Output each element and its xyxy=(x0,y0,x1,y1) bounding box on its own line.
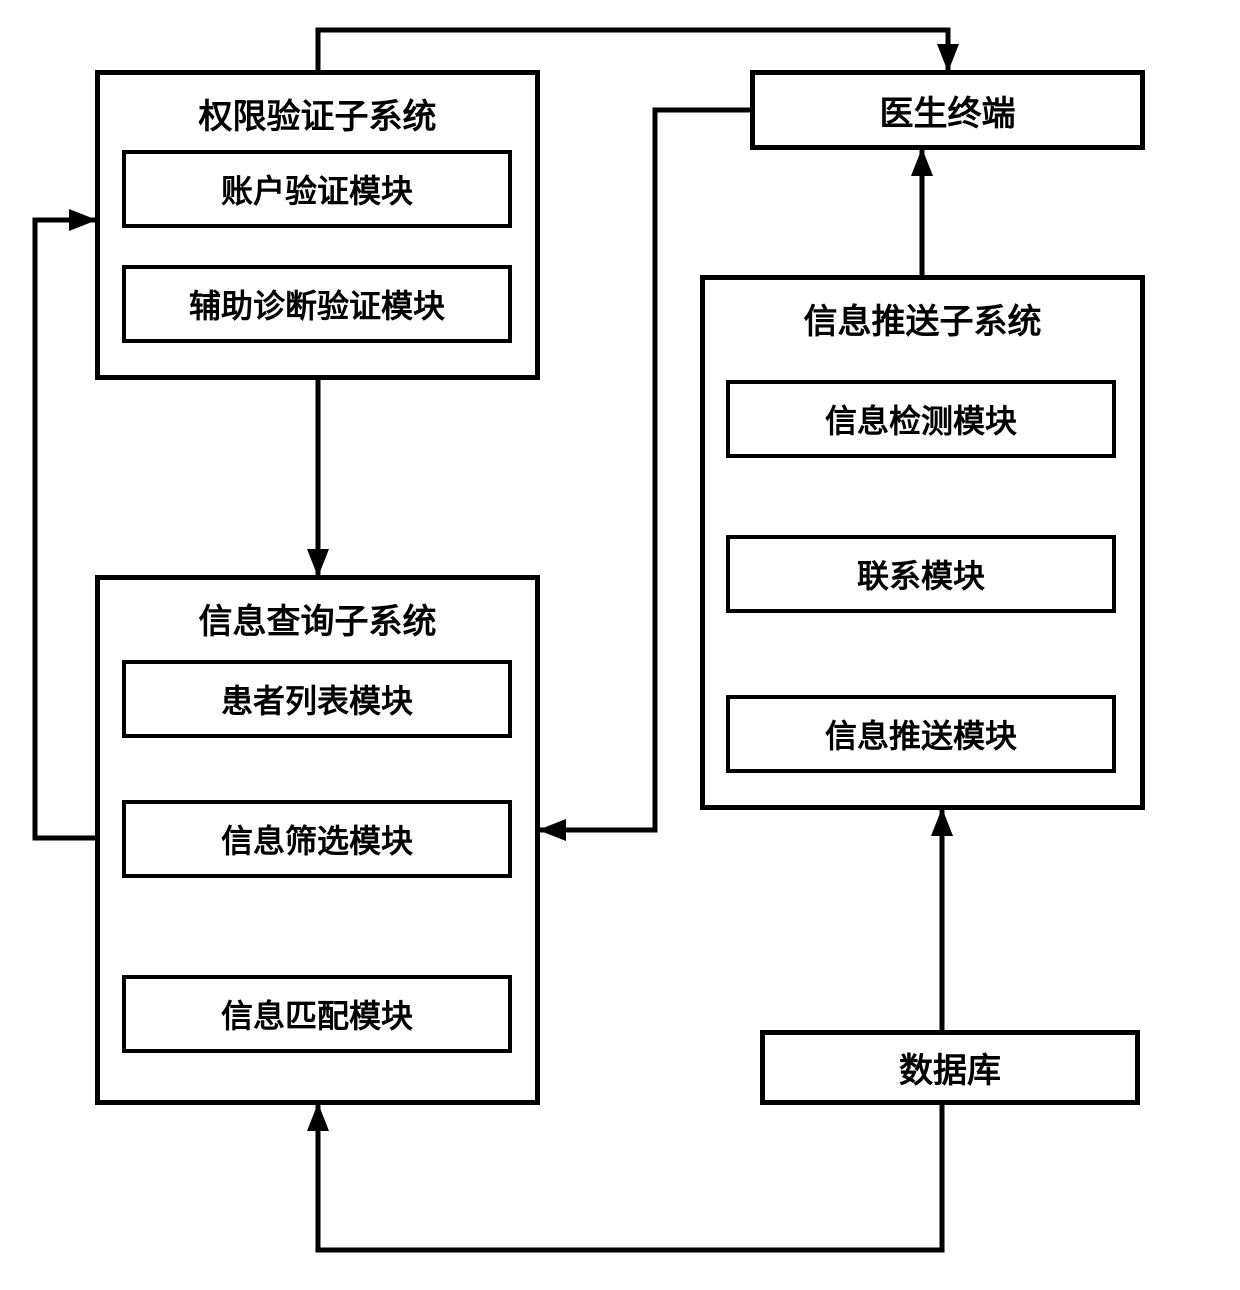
database-node: 数据库 xyxy=(760,1030,1140,1105)
edge-auth-to-doctor xyxy=(318,30,948,70)
auth-subsystem-title: 权限验证子系统 xyxy=(199,89,437,138)
doctor-terminal-node: 医生终端 xyxy=(750,70,1145,150)
aux-diagnosis-verify-module: 辅助诊断验证模块 xyxy=(122,265,512,343)
info-detect-module: 信息检测模块 xyxy=(726,380,1116,458)
info-match-module: 信息匹配模块 xyxy=(122,975,512,1053)
database-label: 数据库 xyxy=(899,1043,1001,1092)
query-subsystem-title: 信息查询子系统 xyxy=(199,594,437,643)
doctor-terminal-label: 医生终端 xyxy=(880,86,1016,135)
account-verify-module: 账户验证模块 xyxy=(122,150,512,228)
edge-query-to-auth xyxy=(35,220,95,838)
patient-list-module: 患者列表模块 xyxy=(122,660,512,738)
info-filter-module: 信息筛选模块 xyxy=(122,800,512,878)
contact-module: 联系模块 xyxy=(726,535,1116,613)
info-push-module: 信息推送模块 xyxy=(726,695,1116,773)
push-subsystem-title: 信息推送子系统 xyxy=(804,294,1042,343)
edge-database-to-query xyxy=(318,1105,942,1250)
